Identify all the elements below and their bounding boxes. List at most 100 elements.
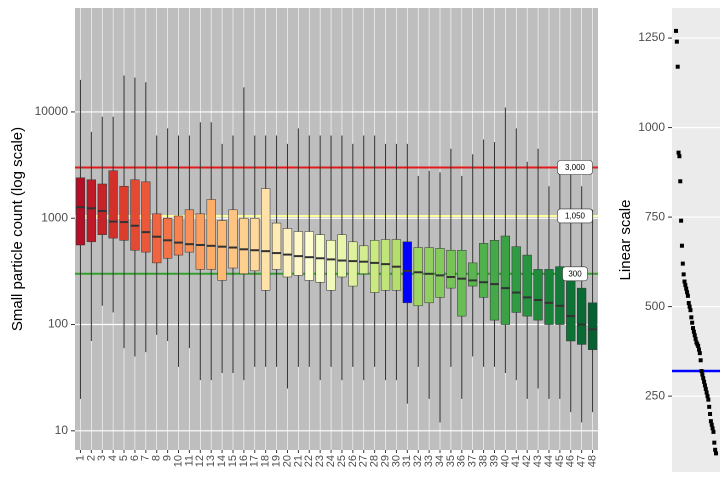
reference-label: 3,000 xyxy=(565,163,586,172)
x-tick-label: 15 xyxy=(227,455,239,467)
point xyxy=(702,383,707,388)
point xyxy=(676,150,681,155)
x-tick-label: 16 xyxy=(238,455,250,467)
point xyxy=(682,279,687,284)
point xyxy=(680,261,685,266)
box xyxy=(522,254,532,317)
y-tick-label: 1000 xyxy=(638,120,665,134)
box xyxy=(489,240,500,321)
box xyxy=(217,220,227,281)
x-tick-label: 48 xyxy=(586,455,598,467)
plot-background xyxy=(75,8,598,450)
point xyxy=(691,326,696,331)
point xyxy=(707,404,712,409)
box xyxy=(271,222,282,270)
box xyxy=(163,217,173,259)
box xyxy=(86,179,96,243)
box xyxy=(195,213,205,270)
x-tick-label: 2 xyxy=(85,455,97,461)
x-tick-label: 8 xyxy=(151,455,163,461)
box xyxy=(468,262,478,287)
point xyxy=(705,394,710,399)
box xyxy=(239,217,249,275)
box xyxy=(457,249,467,317)
box xyxy=(130,179,140,251)
y-tick-label: 250 xyxy=(645,388,665,402)
box xyxy=(119,185,129,241)
box xyxy=(141,181,151,253)
box xyxy=(511,246,521,313)
point xyxy=(684,286,689,291)
box xyxy=(446,249,456,289)
plot-background xyxy=(672,8,720,472)
box xyxy=(424,247,434,304)
x-tick-label: 47 xyxy=(576,455,588,467)
point xyxy=(696,343,701,348)
y-axis-title: Linear scale xyxy=(617,200,634,281)
box xyxy=(566,276,576,342)
box xyxy=(173,215,184,256)
point xyxy=(683,283,688,288)
reference-label: 300 xyxy=(568,269,582,278)
box xyxy=(261,188,271,291)
point xyxy=(709,422,714,427)
box xyxy=(533,269,543,321)
y-tick-label: 10 xyxy=(55,423,69,437)
y-tick-label: 750 xyxy=(645,209,665,223)
x-tick-label: 30 xyxy=(390,455,402,467)
box xyxy=(152,213,162,264)
point xyxy=(697,351,702,356)
point xyxy=(710,426,715,431)
x-tick-label: 26 xyxy=(347,455,359,467)
box xyxy=(108,170,118,239)
point xyxy=(689,315,694,320)
point xyxy=(696,347,701,352)
x-tick-label: 4 xyxy=(107,455,119,461)
x-tick-label: 27 xyxy=(358,455,370,467)
x-tick-label: 9 xyxy=(162,455,174,461)
point xyxy=(700,372,705,377)
point xyxy=(708,412,713,416)
point xyxy=(706,397,711,402)
point xyxy=(714,451,718,456)
box xyxy=(282,228,293,278)
point xyxy=(681,272,686,277)
box xyxy=(228,209,238,269)
box xyxy=(587,302,598,350)
point xyxy=(679,243,684,248)
x-tick-label: 31 xyxy=(401,455,413,467)
x-tick-label: 12 xyxy=(194,455,206,467)
box xyxy=(370,240,380,293)
reference-label-box xyxy=(562,266,588,282)
box xyxy=(348,241,358,287)
box xyxy=(478,243,489,298)
y-tick-label: 100 xyxy=(48,317,68,331)
x-tick-label: 1 xyxy=(74,455,86,461)
box xyxy=(184,209,195,253)
x-tick-label: 10 xyxy=(172,455,184,467)
x-tick-label: 38 xyxy=(478,455,490,467)
y-axis-title: Small particle count (log scale) xyxy=(9,127,26,331)
y-tick-label: 1000 xyxy=(41,210,68,224)
point xyxy=(703,386,708,391)
x-tick-label: 42 xyxy=(521,455,533,467)
point xyxy=(711,429,716,434)
y-tick-label: 10000 xyxy=(35,104,69,118)
box xyxy=(391,239,402,291)
x-tick-label: 7 xyxy=(140,455,152,461)
point xyxy=(675,64,680,69)
x-tick-label: 21 xyxy=(292,455,304,467)
point xyxy=(674,39,679,44)
box xyxy=(544,269,554,325)
box xyxy=(500,235,510,325)
x-tick-label: 22 xyxy=(303,455,315,467)
reference-label-box xyxy=(557,160,593,175)
box xyxy=(577,287,587,345)
x-tick-label: 19 xyxy=(270,455,282,467)
point xyxy=(712,440,717,445)
x-tick-label: 37 xyxy=(467,455,479,467)
box xyxy=(293,231,303,276)
x-tick-label: 45 xyxy=(554,455,566,467)
x-tick-label: 20 xyxy=(281,455,293,467)
